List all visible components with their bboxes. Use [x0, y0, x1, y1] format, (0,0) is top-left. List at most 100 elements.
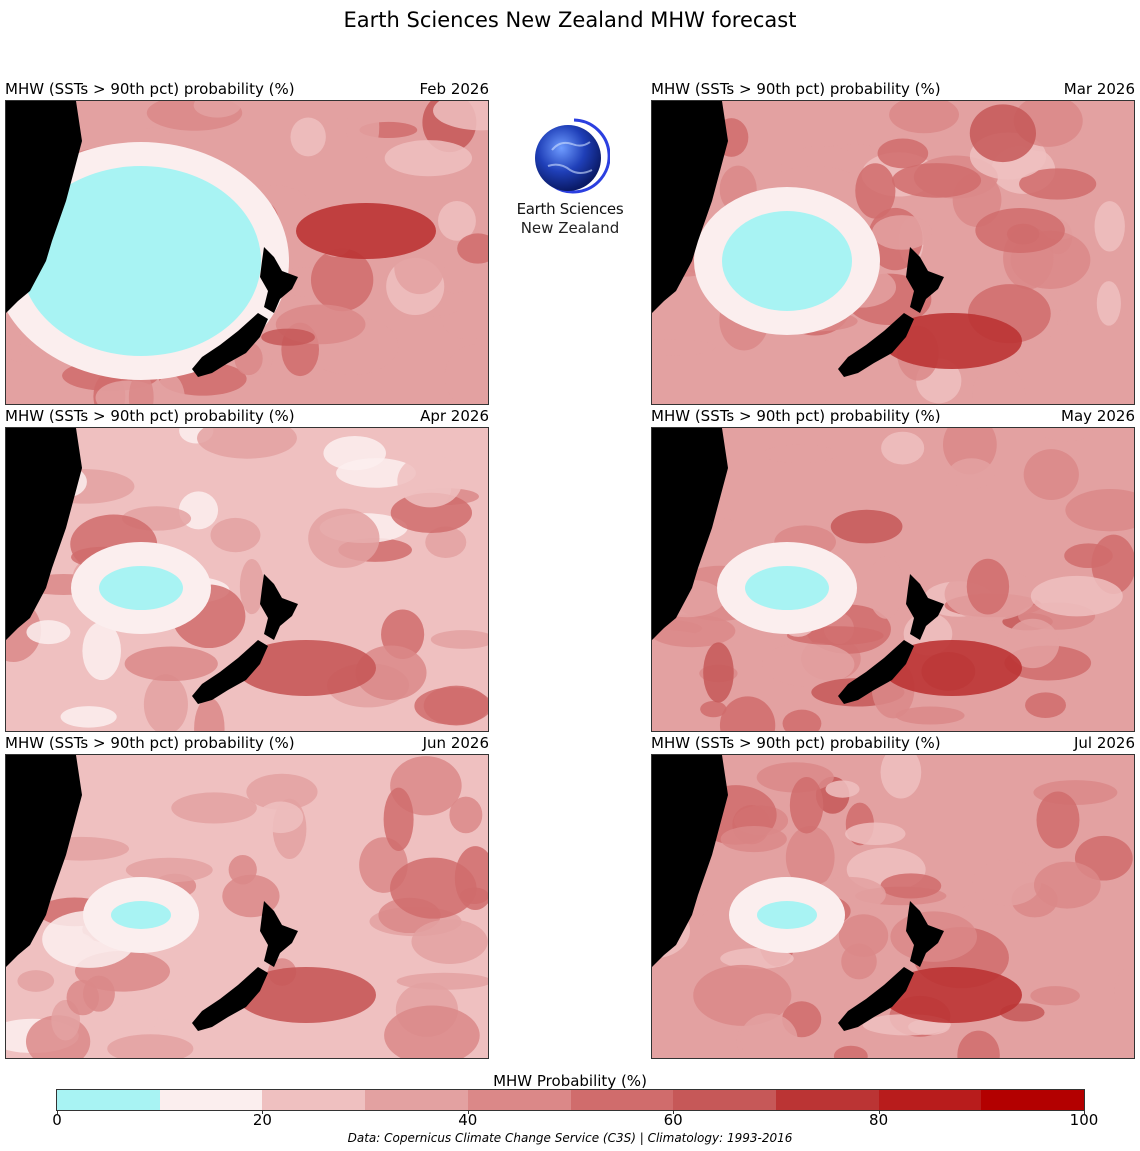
- probability-blob: [414, 687, 488, 725]
- probability-blob: [881, 431, 925, 465]
- probability-blob: [246, 773, 318, 810]
- probability-blob: [703, 642, 734, 703]
- probability-blob: [762, 444, 838, 463]
- probability-blob: [1096, 281, 1121, 326]
- probability-blob: [1040, 428, 1093, 442]
- panel-date: May 2026: [1061, 407, 1135, 425]
- new-zealand-north-island: [260, 574, 298, 640]
- probability-blob: [444, 344, 488, 404]
- colorbar-tick-label: 100: [1069, 1111, 1099, 1129]
- map-svg: [6, 428, 488, 731]
- probability-blob: [1030, 575, 1123, 617]
- probability-blob: [720, 947, 794, 969]
- probability-blob: [308, 508, 380, 568]
- probability-blob: [438, 200, 476, 241]
- probability-blob: [871, 215, 932, 250]
- probability-blob: [143, 674, 188, 731]
- probability-blob: [457, 233, 488, 264]
- warm-anomaly: [236, 967, 376, 1023]
- probability-blob: [17, 970, 55, 992]
- map-svg: [652, 101, 1134, 404]
- australia-landmass: [6, 101, 82, 313]
- probability-blob: [867, 556, 904, 619]
- panel-date: Mar 2026: [1063, 80, 1135, 98]
- panel-date: Jun 2026: [422, 734, 489, 752]
- australia-landmass: [6, 755, 82, 967]
- panel-date: Feb 2026: [419, 80, 490, 98]
- new-zealand-south-island: [838, 967, 914, 1031]
- panel-title: MHW (SSTs > 90th pct) probability (%): [651, 80, 941, 98]
- probability-blob: [383, 787, 414, 851]
- probability-blob: [700, 700, 727, 718]
- probability-blob: [171, 792, 257, 824]
- probability-blob: [838, 914, 889, 957]
- new-zealand-south-island: [192, 640, 268, 704]
- probability-map: [651, 100, 1135, 405]
- colorbar-tickmark: [467, 1110, 469, 1114]
- colorbar-segment: [775, 1090, 879, 1110]
- probability-blob: [948, 458, 995, 490]
- probability-blob: [719, 696, 776, 731]
- probability-blob: [1033, 861, 1101, 909]
- colorbar-segment: [159, 1090, 263, 1110]
- probability-blob: [390, 492, 473, 534]
- panel-title: MHW (SSTs > 90th pct) probability (%): [5, 734, 295, 752]
- colorbar-tickmark: [878, 1110, 880, 1114]
- probability-blob: [197, 428, 297, 459]
- probability-blob: [390, 857, 477, 919]
- probability-blob: [210, 517, 261, 553]
- new-zealand-south-island: [192, 313, 268, 377]
- figure-title: Earth Sciences New Zealand MHW forecast: [343, 8, 797, 32]
- colorbar-segment: [878, 1090, 982, 1110]
- data-credit: Data: Copernicus Climate Change Service …: [347, 1131, 793, 1145]
- probability-blob: [972, 859, 1042, 906]
- probability-blob: [1036, 791, 1080, 849]
- esnz-logo: Earth Sciences New Zealand: [505, 112, 635, 242]
- australia-landmass: [652, 755, 728, 967]
- colorbar-tick-label: 40: [458, 1111, 478, 1129]
- logo-line-2: New Zealand: [520, 219, 620, 237]
- probability-blob: [1030, 986, 1080, 1006]
- probability-blob: [1006, 223, 1040, 245]
- colorbar-segment: [262, 1090, 366, 1110]
- probability-blob: [880, 755, 922, 799]
- panel-title: MHW (SSTs > 90th pct) probability (%): [651, 734, 941, 752]
- probability-blob: [82, 621, 122, 681]
- new-zealand-north-island: [906, 574, 944, 640]
- panel-date: Jul 2026: [1073, 734, 1135, 752]
- probability-blob: [125, 857, 213, 883]
- colorbar-tick-label: 0: [52, 1111, 62, 1129]
- probability-blob: [845, 822, 906, 846]
- new-zealand-north-island: [906, 247, 944, 313]
- colorbar-tickmark: [262, 1110, 264, 1114]
- probability-blob: [60, 706, 117, 728]
- new-zealand-south-island: [838, 313, 914, 377]
- new-zealand-north-island: [906, 901, 944, 967]
- new-zealand-south-island: [192, 967, 268, 1031]
- probability-blob: [652, 339, 716, 356]
- globe-icon: [535, 118, 610, 194]
- panel-title: MHW (SSTs > 90th pct) probability (%): [5, 407, 295, 425]
- probability-blob: [384, 140, 473, 177]
- probability-blob: [336, 458, 416, 488]
- colorbar-label: MHW Probability (%): [493, 1072, 647, 1090]
- probability-map: [5, 754, 489, 1059]
- probability-blob: [154, 374, 185, 404]
- probability-blob: [1114, 967, 1134, 1014]
- new-zealand-north-island: [260, 247, 298, 313]
- colorbar-segment: [673, 1090, 776, 1110]
- colorbar-tick-label: 20: [252, 1111, 272, 1129]
- probability-blob: [895, 706, 965, 725]
- probability-map: [5, 427, 489, 732]
- probability-blob: [889, 101, 959, 134]
- probability-blob: [785, 826, 835, 889]
- colorbar-tickmark: [1084, 1110, 1085, 1114]
- probability-blob: [833, 1045, 868, 1058]
- probability-blob: [966, 558, 1010, 615]
- probability-blob: [652, 614, 736, 648]
- colorbar-tick-label: 60: [663, 1111, 683, 1129]
- probability-blob: [257, 801, 304, 834]
- probability-blob: [1019, 168, 1097, 200]
- probability-blob: [114, 1002, 158, 1035]
- cool-patch: [111, 901, 171, 929]
